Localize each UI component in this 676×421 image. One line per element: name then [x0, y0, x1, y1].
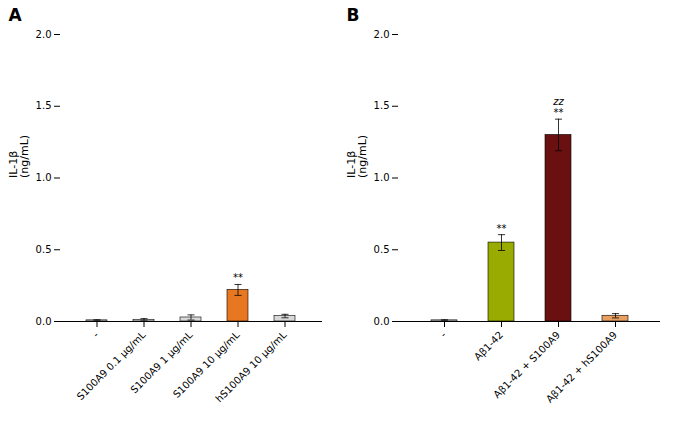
svg-text:IL-1β(ng/mL): IL-1β(ng/mL): [7, 135, 31, 178]
svg-text:-: -: [90, 329, 101, 340]
svg-text:0.0: 0.0: [374, 316, 390, 327]
svg-text:Aβ1-42 + hS100A9: Aβ1-42 + hS100A9: [544, 329, 619, 404]
svg-text:IL-1β(ng/mL): IL-1β(ng/mL): [345, 135, 369, 178]
svg-text:0.0: 0.0: [36, 316, 52, 327]
svg-text:0.5: 0.5: [374, 244, 390, 255]
svg-text:zz: zz: [552, 96, 564, 107]
svg-text:Aβ1-42 + S100A9: Aβ1-42 + S100A9: [491, 329, 563, 401]
svg-text:S100A9 0.1 μg/mL: S100A9 0.1 μg/mL: [74, 329, 148, 403]
svg-text:1.5: 1.5: [36, 100, 52, 111]
svg-text:-: -: [438, 329, 449, 340]
svg-text:A: A: [9, 5, 23, 25]
svg-text:1.0: 1.0: [36, 172, 52, 183]
svg-text:0.5: 0.5: [36, 244, 52, 255]
svg-text:**: **: [233, 272, 243, 283]
svg-text:**: **: [497, 223, 507, 234]
svg-text:2.0: 2.0: [36, 29, 52, 40]
svg-text:S100A9 1 μg/mL: S100A9 1 μg/mL: [128, 329, 195, 396]
svg-text:1.5: 1.5: [374, 100, 390, 111]
svg-text:S100A9 10 μg/mL: S100A9 10 μg/mL: [170, 329, 242, 400]
svg-text:**: **: [554, 107, 564, 118]
svg-text:Aβ1-42: Aβ1-42: [472, 329, 505, 362]
svg-text:1.0: 1.0: [374, 172, 390, 183]
svg-text:hS100A9 10 μg/mL: hS100A9 10 μg/mL: [213, 329, 289, 405]
svg-text:B: B: [347, 5, 360, 25]
svg-text:2.0: 2.0: [374, 29, 390, 40]
